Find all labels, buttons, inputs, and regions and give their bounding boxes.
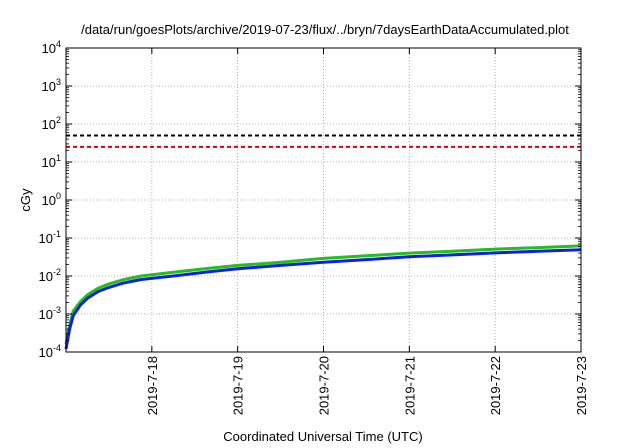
x-tick-label: 2019-7-21: [402, 356, 417, 415]
y-tick-label: 104: [42, 39, 61, 56]
y-tick-label: 103: [42, 77, 61, 94]
series-line: [64, 244, 582, 345]
y-tick-label: 10-3: [39, 305, 61, 322]
x-axis-label: Coordinated Universal Time (UTC): [223, 429, 422, 444]
x-tick-label: 2019-7-22: [488, 356, 503, 415]
y-tick-label: 10-1: [39, 229, 61, 246]
y-tick-label: 102: [42, 115, 61, 132]
series-line: [64, 248, 582, 350]
chart-title: /data/run/goesPlots/archive/2019-07-23/f…: [81, 22, 569, 37]
y-axis: 10-4 10-3 10-2 10-1 100 101 102 103 104: [39, 39, 581, 360]
y-tick-label: 100: [42, 191, 61, 208]
y-axis-label: cGy: [18, 188, 33, 212]
series-lines: [64, 244, 582, 350]
grid: [66, 48, 581, 352]
x-tick-label: 2019-7-19: [231, 356, 246, 415]
x-axis: 2019-7-18 2019-7-19 2019-7-20 2019-7-21 2019…: [145, 48, 589, 415]
y-tick-label: 101: [42, 153, 61, 170]
y-tick-label: 10-2: [39, 267, 61, 284]
x-tick-label: 2019-7-18: [145, 356, 160, 415]
threshold-lines: [66, 134, 581, 148]
y-tick-label: 10-4: [39, 343, 61, 360]
x-tick-label: 2019-7-20: [317, 356, 332, 415]
x-tick-label: 2019-7-23: [574, 356, 589, 415]
